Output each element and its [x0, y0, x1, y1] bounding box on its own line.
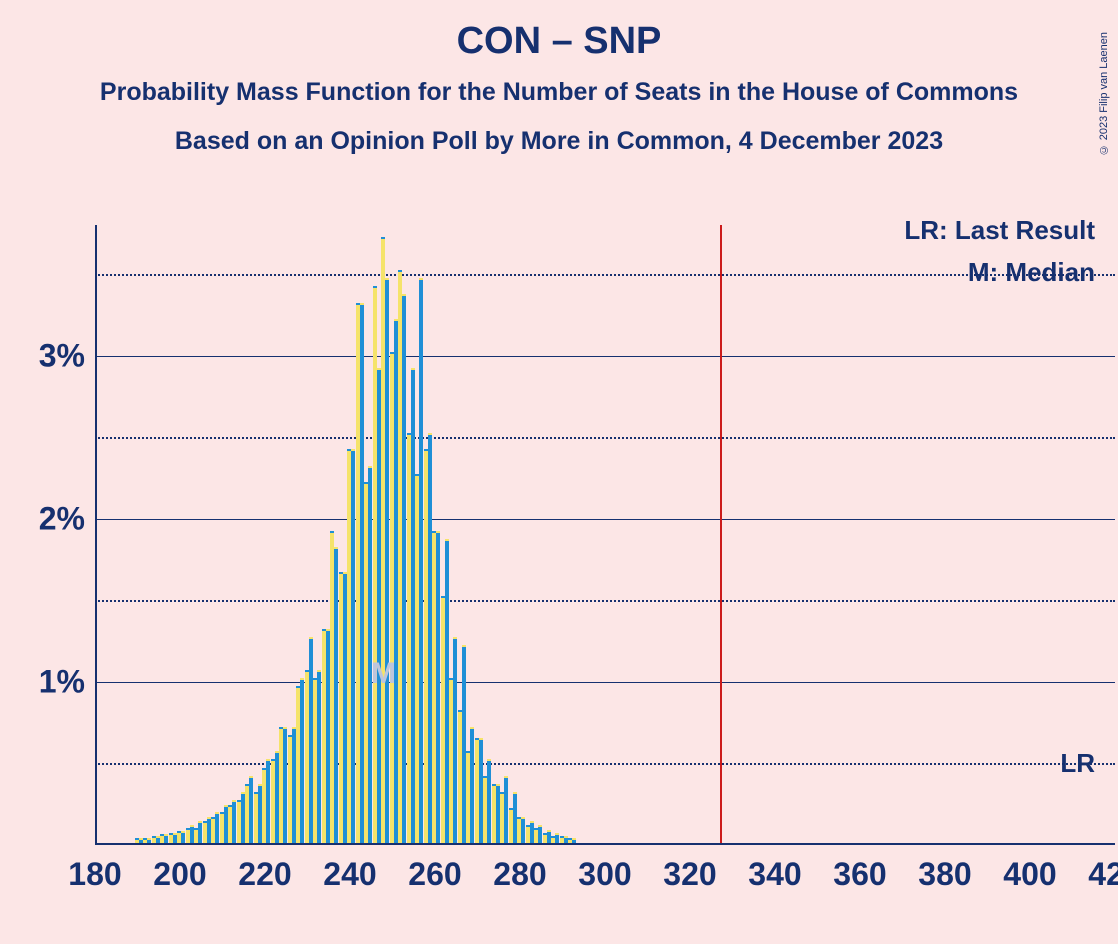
bar-blue — [309, 639, 313, 843]
bar-blue — [224, 807, 228, 843]
bar-blue — [198, 823, 202, 843]
x-axis-line — [95, 843, 1115, 845]
bar-blue — [428, 435, 432, 843]
x-tick-label: 240 — [323, 856, 376, 893]
bar-blue — [555, 835, 559, 843]
grid-major — [95, 682, 1115, 683]
bar-blue — [368, 468, 372, 843]
x-tick-label: 180 — [68, 856, 121, 893]
grid-minor — [95, 763, 1115, 766]
grid-major — [95, 356, 1115, 357]
x-tick-label: 400 — [1003, 856, 1056, 893]
bar-blue — [436, 533, 440, 843]
bar-blue — [173, 835, 177, 843]
y-axis-line — [95, 225, 97, 845]
bar-blue — [249, 778, 253, 843]
grid-minor — [95, 274, 1115, 277]
x-tick-label: 380 — [918, 856, 971, 893]
bar-blue — [343, 574, 347, 843]
bar-blue — [207, 819, 211, 843]
bar-blue — [513, 794, 517, 843]
chart-subtitle-1: Probability Mass Function for the Number… — [0, 78, 1118, 107]
y-tick-label: 3% — [39, 337, 85, 374]
chart-area: 1%2%3% 180200220240260280300320340360380… — [95, 225, 1115, 845]
x-tick-label: 360 — [833, 856, 886, 893]
bar-blue — [156, 838, 160, 843]
bar-blue — [300, 680, 304, 843]
chart-title: CON – SNP — [0, 20, 1118, 63]
chart-subtitle-2: Based on an Opinion Poll by More in Comm… — [0, 127, 1118, 156]
bar-blue — [292, 729, 296, 843]
bar-blue — [266, 761, 270, 843]
bar-blue — [564, 838, 568, 843]
y-tick-label: 1% — [39, 663, 85, 700]
bar-blue — [445, 541, 449, 843]
bar-blue — [326, 631, 330, 843]
bar-blue — [411, 370, 415, 843]
bar-blue — [215, 814, 219, 843]
bar-blue — [504, 778, 508, 843]
bar-blue — [241, 794, 245, 843]
bar-blue — [164, 836, 168, 843]
lr-short-label: LR — [1060, 748, 1095, 779]
bar-blue — [360, 305, 364, 843]
bar-blue — [453, 639, 457, 843]
last-result-vline — [720, 225, 722, 843]
x-tick-label: 340 — [748, 856, 801, 893]
bar-blue — [139, 840, 143, 843]
bar-blue — [479, 740, 483, 843]
bar-blue — [402, 296, 406, 843]
bar-blue — [538, 827, 542, 843]
bar-blue — [334, 549, 338, 843]
bar-blue — [351, 451, 355, 843]
bar-blue — [190, 827, 194, 843]
bar-blue — [462, 647, 466, 843]
bar-blue — [547, 832, 551, 843]
bar-blue — [496, 786, 500, 843]
bar-blue — [487, 761, 491, 843]
x-tick-label: 300 — [578, 856, 631, 893]
legend-last-result: LR: Last Result — [904, 215, 1095, 246]
bar-blue — [258, 786, 262, 843]
x-tick-label: 260 — [408, 856, 461, 893]
bar-blue — [385, 280, 389, 843]
bar-blue — [181, 833, 185, 843]
legend-median: M: Median — [968, 257, 1095, 288]
grid-minor — [95, 600, 1115, 603]
bar-blue — [147, 840, 151, 843]
median-marker-label: M — [371, 657, 396, 691]
grid-minor — [95, 437, 1115, 440]
bar-blue — [530, 823, 534, 843]
x-tick-label: 280 — [493, 856, 546, 893]
grid-major — [95, 519, 1115, 520]
x-tick-label: 200 — [153, 856, 206, 893]
y-tick-label: 2% — [39, 500, 85, 537]
bar-blue — [283, 729, 287, 843]
bar-blue — [394, 321, 398, 843]
bar-blue — [470, 729, 474, 843]
x-tick-label: 220 — [238, 856, 291, 893]
x-tick-label: 320 — [663, 856, 716, 893]
copyright-text: © 2023 Filip van Laenen — [1098, 32, 1110, 155]
bar-blue — [275, 753, 279, 843]
x-tick-label: 420 — [1088, 856, 1118, 893]
bar-blue — [521, 819, 525, 843]
bar-blue — [317, 672, 321, 843]
bar-blue — [232, 802, 236, 843]
bar-blue — [419, 280, 423, 843]
bar-blue — [377, 370, 381, 843]
bar-blue — [572, 840, 576, 843]
